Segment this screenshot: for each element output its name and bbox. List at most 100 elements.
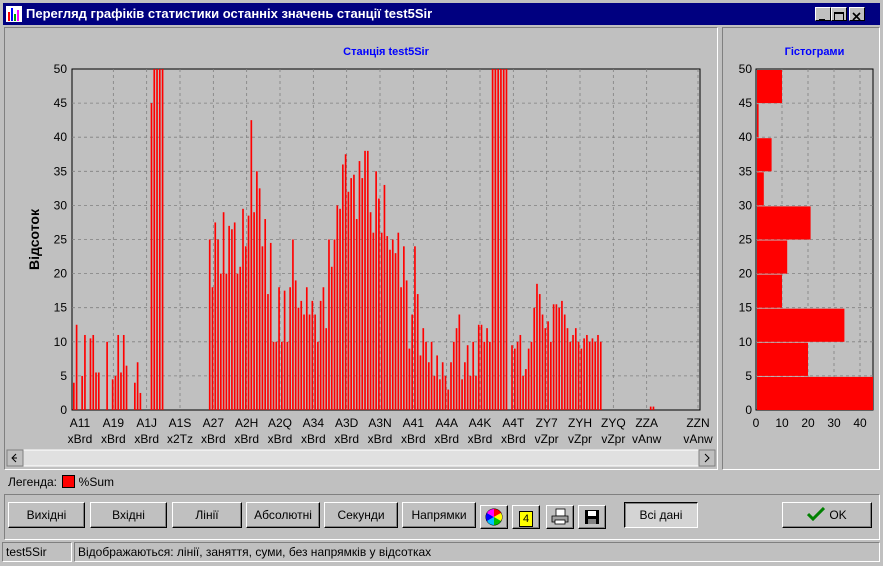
bar <box>422 328 425 410</box>
x-tick-label: ZYQ <box>601 416 626 430</box>
bar <box>489 341 491 410</box>
bar <box>536 283 538 410</box>
x-tick-label: A34 <box>303 416 325 430</box>
close-icon <box>852 12 861 21</box>
histogram-panel: Гістограми 0 5 10 15 20 25 30 35 40 45 50 0 10 20 30 40 <box>722 27 880 470</box>
bar <box>511 345 513 410</box>
bar <box>477 324 480 410</box>
bar <box>483 341 486 410</box>
floppy-disk-icon <box>585 510 599 524</box>
bar <box>225 273 228 410</box>
histogram-chart: Гістограми 0 5 10 15 20 25 30 35 40 45 50 0 10 20 30 40 <box>739 46 874 430</box>
bar <box>452 341 455 410</box>
histogram-bar <box>757 274 782 308</box>
x-tick-label: A1S <box>169 416 192 430</box>
x-tick-label: A4K <box>469 416 492 430</box>
bar <box>81 375 83 410</box>
bar <box>475 375 477 410</box>
bar <box>525 369 527 410</box>
scroll-left-icon <box>11 453 17 463</box>
x-tick-label: A3D <box>335 416 359 430</box>
bar <box>269 242 272 410</box>
bar <box>419 355 422 410</box>
title-bar[interactable]: Перегляд графіків статистики останніх зн… <box>3 3 880 25</box>
bar <box>150 103 153 410</box>
bar <box>361 178 364 410</box>
bar <box>214 222 217 410</box>
print-button[interactable] <box>546 505 574 529</box>
bar <box>97 372 100 410</box>
bar <box>436 355 438 410</box>
absolute-button[interactable]: Абсолютні <box>246 502 320 528</box>
all-data-button[interactable]: Всі дані <box>624 502 698 528</box>
main-chart-panel: Станція test5Sir Відсоток 0 5 10 15 20 25 30 35 40… <box>4 27 718 470</box>
save-button[interactable] <box>578 505 606 529</box>
bar <box>372 232 375 410</box>
bar <box>264 219 267 410</box>
bar <box>494 69 497 410</box>
x-tick-label: A11 <box>70 416 91 430</box>
bar <box>550 341 552 410</box>
maximize-button[interactable] <box>831 7 847 21</box>
bar <box>89 338 92 410</box>
y-tick-label: 50 <box>54 62 68 76</box>
bar <box>522 375 524 410</box>
histogram-bar <box>757 138 772 172</box>
histogram-x-tick-label: 40 <box>853 416 867 430</box>
bar <box>580 348 583 410</box>
bar <box>450 362 452 410</box>
bar <box>530 341 533 410</box>
x-tick-sublabel: xBrd <box>68 432 93 446</box>
x-tick-label: ZZA <box>635 416 658 430</box>
legend-swatch <box>62 475 76 488</box>
histogram-bar <box>757 376 873 410</box>
color-palette-button[interactable] <box>480 505 508 529</box>
bar <box>244 246 247 410</box>
histogram-bar <box>757 104 759 138</box>
bar <box>111 379 114 410</box>
inputs-button[interactable]: Вхідні <box>90 502 167 528</box>
bar <box>355 219 358 410</box>
bar <box>322 287 325 410</box>
bar <box>458 314 461 410</box>
bar <box>533 307 536 410</box>
y-tick-label: 15 <box>54 301 68 315</box>
bar <box>430 341 433 410</box>
seconds-button[interactable]: Секунди <box>324 502 398 528</box>
bar <box>486 328 488 410</box>
count-button[interactable]: 4 <box>512 505 540 529</box>
histogram-y-tick-label: 20 <box>739 267 753 281</box>
histogram-x-tick-label: 30 <box>827 416 841 430</box>
x-tick-sublabel: xBrd <box>368 432 393 446</box>
outputs-button[interactable]: Вихідні <box>8 502 85 528</box>
x-tick-sublabel: xBrd <box>301 432 326 446</box>
bar <box>414 246 416 410</box>
histogram-bar <box>757 70 782 104</box>
x-tick-sublabel: xBrd <box>101 432 126 446</box>
bar <box>597 334 599 410</box>
lines-button[interactable]: Лінії <box>172 502 242 528</box>
bar <box>394 253 397 410</box>
x-tick-label: ZZN <box>686 416 709 430</box>
x-tick-sublabel: x2Tz <box>167 432 193 446</box>
bar <box>411 314 414 410</box>
bar <box>314 314 316 410</box>
y-tick-label: 45 <box>54 96 68 110</box>
close-button[interactable] <box>849 7 865 21</box>
scroll-right-button <box>698 449 716 467</box>
ok-button[interactable]: OK <box>782 502 872 528</box>
bar <box>236 273 239 410</box>
bar <box>558 307 560 410</box>
bar <box>233 222 236 410</box>
bar <box>358 161 361 410</box>
x-tick-sublabel: xBrd <box>501 432 526 446</box>
directions-button[interactable]: Напрямки <box>402 502 476 528</box>
minimize-button[interactable] <box>815 7 831 21</box>
bar <box>325 328 328 410</box>
y-tick-label: 25 <box>54 233 68 247</box>
bar <box>283 290 286 410</box>
bar <box>219 273 222 410</box>
bar <box>513 348 516 410</box>
scroll-right-icon <box>704 453 710 463</box>
bar <box>258 188 261 410</box>
